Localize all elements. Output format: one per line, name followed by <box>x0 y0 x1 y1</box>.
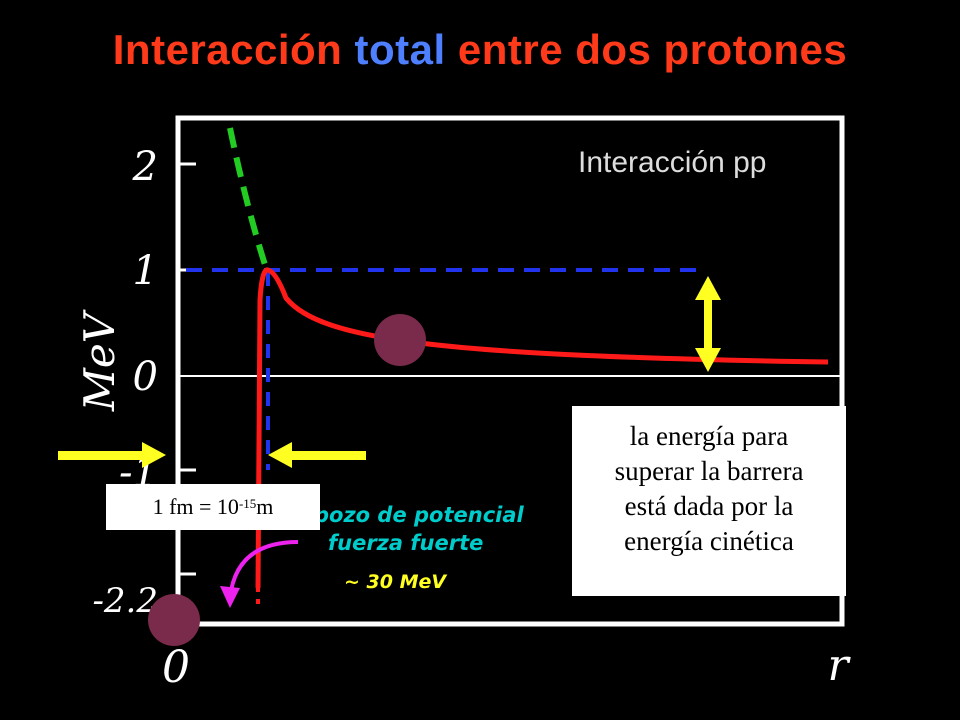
distance-label-box: 1 fm = 10 -15 m <box>106 484 320 530</box>
annotation-pozo: pozo de potencial <box>313 503 525 527</box>
origin-label: 0 <box>162 642 190 693</box>
kinetic-energy-info-box: la energía para superar la barrera está … <box>572 406 846 596</box>
potential-curve <box>255 267 829 589</box>
proton-at-origin <box>148 594 200 646</box>
plot-frame <box>175 115 845 627</box>
title-part-interaccion: Interacción <box>112 26 343 73</box>
coulomb-extension-curve <box>227 127 269 269</box>
title-part-total: total <box>354 26 446 73</box>
annotation-fuerza: fuerza fuerte <box>328 531 483 555</box>
y-tick-label-2: 2 <box>132 144 158 190</box>
distance-label-suffix: m <box>256 494 274 519</box>
energy-gap-arrow <box>695 276 721 372</box>
info-line-3: está dada por la <box>624 491 794 521</box>
proton-on-barrier <box>374 314 426 366</box>
slide-title: Interacción total entre dos protones <box>0 26 960 74</box>
info-line-1: la energía para <box>629 421 789 451</box>
annotation-30mev: ~ 30 MeV <box>344 571 447 593</box>
x-axis-label: r <box>827 640 851 691</box>
distance-label-exponent: -15 <box>238 496 257 511</box>
y-tick-label-1: 1 <box>133 248 158 294</box>
distance-label-prefix: 1 fm = 10 <box>152 494 239 519</box>
well-annotation-arrow <box>220 540 299 608</box>
y-tick-label-0: 0 <box>133 354 158 400</box>
y-axis-label: MeV <box>75 309 124 412</box>
title-part-rest: entre dos protones <box>457 26 848 73</box>
y-tick-label-minus2-2: -2.2 <box>92 581 158 621</box>
info-line-2: superar la barrera <box>614 456 804 486</box>
distance-arrow-left <box>58 442 166 468</box>
distance-arrow-right <box>268 442 366 468</box>
legend-interaccion-pp: Interacción pp <box>578 146 766 179</box>
info-line-4: energía cinética <box>624 526 794 556</box>
